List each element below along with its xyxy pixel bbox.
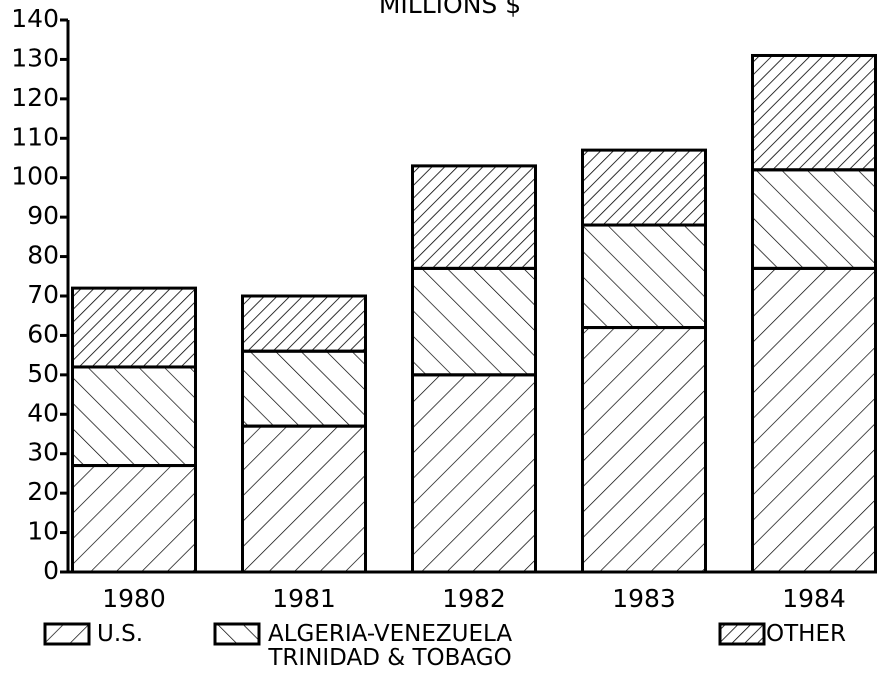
x-tick-label: 1983 — [612, 584, 676, 613]
x-tick-label: 1981 — [272, 584, 336, 613]
y-tick-label: 30 — [27, 438, 59, 467]
x-tick-label: 1982 — [442, 584, 506, 613]
y-tick-label: 110 — [11, 122, 59, 151]
bar-segment — [411, 164, 537, 270]
legend-label: U.S. — [97, 621, 144, 647]
y-tick-label: 60 — [27, 319, 59, 348]
y-tick-label: 0 — [43, 556, 59, 585]
y-tick-label: 130 — [11, 43, 59, 72]
y-tick-label: 80 — [27, 241, 59, 270]
legend-swatch — [213, 622, 261, 646]
bar-segment — [751, 53, 877, 172]
bar-segment — [581, 148, 707, 227]
bar-segment — [411, 373, 537, 574]
bar-segment — [411, 266, 537, 377]
y-tick-label: 50 — [27, 359, 59, 388]
bar-segment — [241, 349, 367, 428]
x-tick-label: 1984 — [782, 584, 846, 613]
y-tick-label: 140 — [11, 4, 59, 33]
bar-segment — [71, 464, 197, 574]
y-tick-label: 10 — [27, 517, 59, 546]
bar-segment — [241, 294, 367, 353]
y-tick-label: 70 — [27, 280, 59, 309]
legend-swatch — [718, 622, 766, 646]
x-tick-label: 1980 — [102, 584, 166, 613]
bar-segment — [71, 365, 197, 468]
y-tick-label: 20 — [27, 477, 59, 506]
y-tick-label: 100 — [11, 162, 59, 191]
y-tick-label: 40 — [27, 398, 59, 427]
bar-segment — [581, 223, 707, 330]
y-tick-label: 120 — [11, 83, 59, 112]
legend-label: OTHER — [766, 621, 846, 647]
bar-segment — [581, 326, 707, 574]
bar-segment — [751, 168, 877, 270]
bar-segment — [241, 424, 367, 574]
bar-segment — [71, 286, 197, 369]
legend-swatch — [43, 622, 91, 646]
legend-label: ALGERIA-VENEZUELA TRINIDAD & TOBAGO — [268, 621, 513, 671]
bar-segment — [751, 266, 877, 574]
chart-title: MILLIONS $ — [379, 0, 521, 19]
y-tick-label: 90 — [27, 201, 59, 230]
